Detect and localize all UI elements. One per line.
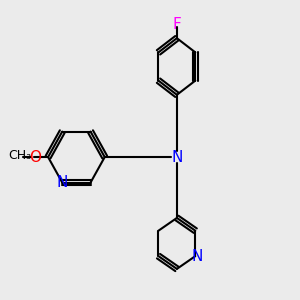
Text: O: O bbox=[29, 150, 41, 165]
Text: N: N bbox=[191, 249, 202, 264]
Text: F: F bbox=[172, 16, 181, 32]
Text: N: N bbox=[57, 175, 68, 190]
Text: CH₃: CH₃ bbox=[8, 149, 32, 162]
Text: N: N bbox=[171, 150, 183, 165]
